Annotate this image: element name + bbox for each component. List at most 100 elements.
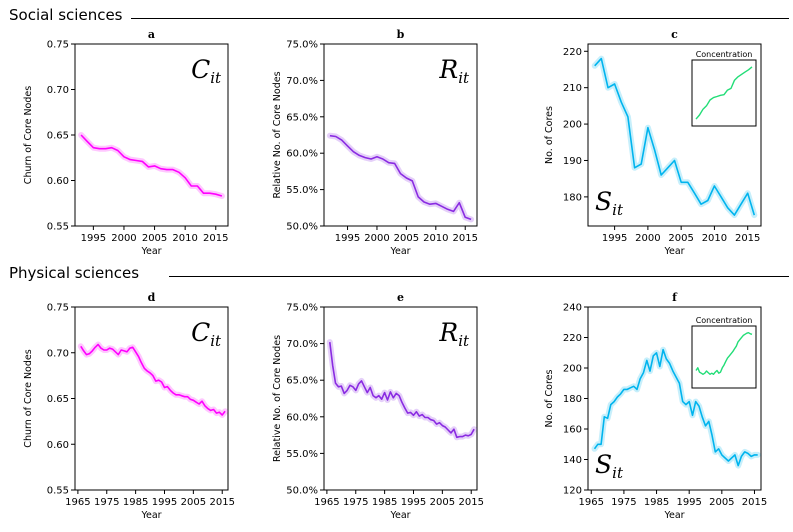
- y-tick-label-f-2: 160: [563, 425, 582, 436]
- inset-frame-f: [691, 325, 757, 389]
- x-tick-label-f-1: 1975: [611, 497, 636, 508]
- y-tick-label-c-3: 210: [563, 83, 582, 94]
- panel-label-a: a: [148, 28, 155, 41]
- y-axis-label-c: No. of Cores: [544, 106, 555, 164]
- x-axis-label-f: Year: [663, 510, 684, 521]
- symbol-a: Cit: [191, 55, 222, 87]
- y-tick-label-e-1: 55.0%: [286, 449, 318, 460]
- x-axis-label-b: Year: [389, 246, 410, 257]
- symbol-main-f: S: [595, 450, 612, 479]
- panel-label-b: b: [397, 28, 405, 41]
- symbol-d: Cit: [191, 318, 222, 350]
- series-line-f: [593, 348, 758, 467]
- y-tick-label-b-1: 55.0%: [286, 185, 318, 196]
- x-axis-label-e: Year: [389, 510, 410, 521]
- y-tick-label-c-2: 200: [563, 120, 582, 131]
- x-tick-label-a-2: 2005: [142, 233, 167, 244]
- plot-frame-b: [323, 43, 478, 227]
- y-tick-label-f-5: 220: [563, 333, 582, 344]
- inset-line-f: [695, 332, 753, 375]
- y-tick-label-b-4: 70.0%: [286, 76, 318, 87]
- symbol-subscript-b: it: [458, 69, 470, 87]
- x-tick-label-e-3: 1995: [401, 497, 426, 508]
- x-tick-label-e-2: 1985: [372, 497, 397, 508]
- x-tick-label-c-2: 2005: [668, 233, 693, 244]
- y-tick-label-d-2: 0.65: [47, 394, 69, 405]
- x-tick-label-f-0: 1965: [579, 497, 604, 508]
- x-tick-label-d-1: 1975: [94, 497, 119, 508]
- y-tick-label-e-5: 75.0%: [286, 303, 318, 314]
- y-axis-label-d: Churn of Core Nodes: [23, 349, 34, 447]
- x-tick-label-b-0: 1995: [335, 233, 360, 244]
- y-tick-label-b-2: 60.0%: [286, 149, 318, 160]
- x-axis-label-a: Year: [140, 246, 161, 257]
- y-tick-label-a-4: 0.75: [47, 40, 69, 51]
- series-line-e: [329, 342, 475, 439]
- x-axis-label-d: Year: [140, 510, 161, 521]
- y-tick-label-a-3: 0.70: [47, 85, 69, 96]
- panel-label-c: c: [671, 28, 678, 41]
- x-tick-label-c-4: 2015: [735, 233, 760, 244]
- x-tick-label-a-4: 2015: [203, 233, 228, 244]
- y-tick-label-d-1: 0.60: [47, 440, 69, 451]
- x-tick-label-f-3: 1995: [676, 497, 701, 508]
- series-line-b: [329, 134, 472, 221]
- x-tick-label-c-1: 2000: [635, 233, 660, 244]
- symbol-subscript-d: it: [210, 332, 222, 350]
- x-tick-label-f-2: 1985: [644, 497, 669, 508]
- symbol-subscript-f: it: [612, 464, 624, 482]
- panel-label-d: d: [148, 291, 156, 304]
- y-tick-label-e-2: 60.0%: [286, 412, 318, 423]
- y-axis-label-f: No. of Cores: [544, 369, 555, 427]
- section-title-social: Social sciences: [9, 6, 123, 24]
- section-header-social: Social sciences: [9, 6, 789, 28]
- x-tick-label-b-4: 2015: [453, 233, 478, 244]
- x-tick-label-f-4: 2005: [709, 497, 734, 508]
- y-tick-label-d-3: 0.70: [47, 348, 69, 359]
- y-tick-label-a-1: 0.60: [47, 176, 69, 187]
- symbol-b: Rit: [438, 55, 470, 87]
- y-tick-label-f-3: 180: [563, 394, 582, 405]
- symbol-subscript-a: it: [210, 69, 222, 87]
- panel-label-f: f: [672, 291, 678, 304]
- x-tick-label-c-3: 2010: [702, 233, 727, 244]
- y-tick-label-c-1: 190: [563, 156, 582, 167]
- symbol-main-e: R: [438, 318, 458, 347]
- section-title-physical: Physical sciences: [9, 264, 140, 282]
- symbol-main-d: C: [191, 318, 210, 347]
- x-tick-label-d-2: 1985: [123, 497, 148, 508]
- y-tick-label-e-0: 50.0%: [286, 486, 318, 497]
- section-rule-physical: [169, 276, 789, 277]
- y-tick-label-b-0: 50.0%: [286, 222, 318, 233]
- y-tick-label-f-6: 240: [563, 303, 582, 314]
- x-tick-label-d-4: 2005: [181, 497, 206, 508]
- y-tick-label-f-4: 200: [563, 364, 582, 375]
- symbol-subscript-c: it: [612, 201, 624, 219]
- symbol-main-c: S: [595, 187, 612, 216]
- y-tick-label-e-3: 65.0%: [286, 376, 318, 387]
- y-tick-label-b-3: 65.0%: [286, 112, 318, 123]
- x-tick-label-b-1: 2000: [364, 233, 389, 244]
- y-tick-label-a-0: 0.55: [47, 222, 69, 233]
- panel-label-e: e: [397, 291, 404, 304]
- y-tick-label-f-1: 140: [563, 455, 582, 466]
- x-tick-label-e-5: 2015: [458, 497, 483, 508]
- x-tick-label-d-5: 2015: [209, 497, 234, 508]
- symbol-c: Sit: [595, 187, 624, 219]
- symbol-main-b: R: [438, 55, 458, 84]
- y-axis-label-e: Relative No. of Core Nodes: [272, 335, 283, 462]
- y-tick-label-e-4: 70.0%: [286, 339, 318, 350]
- x-tick-label-e-0: 1965: [314, 497, 339, 508]
- y-tick-label-b-5: 75.0%: [286, 40, 318, 51]
- x-tick-label-e-4: 2005: [430, 497, 455, 508]
- y-axis-label-a: Churn of Core Nodes: [23, 86, 34, 184]
- x-tick-label-b-3: 2010: [423, 233, 448, 244]
- y-tick-label-c-4: 220: [563, 47, 582, 58]
- y-tick-label-d-4: 0.75: [47, 303, 69, 314]
- y-tick-label-f-0: 120: [563, 486, 582, 497]
- symbol-f: Sit: [595, 450, 624, 482]
